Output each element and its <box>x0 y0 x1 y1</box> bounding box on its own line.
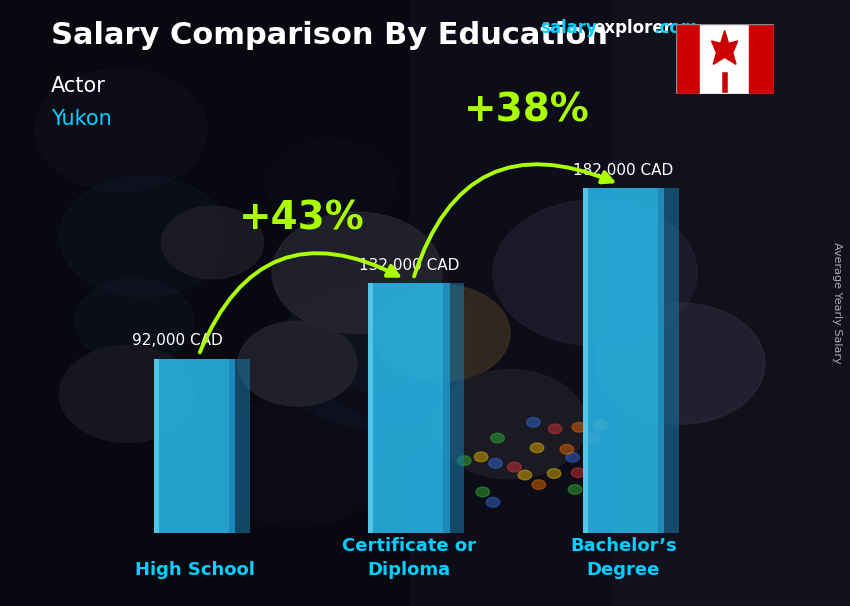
Text: 132,000 CAD: 132,000 CAD <box>359 258 459 273</box>
Text: Bachelor’s
Degree: Bachelor’s Degree <box>570 538 677 579</box>
Circle shape <box>374 285 510 382</box>
Circle shape <box>207 397 388 526</box>
Circle shape <box>595 303 765 424</box>
Circle shape <box>571 468 585 478</box>
Circle shape <box>490 433 504 443</box>
Text: +38%: +38% <box>464 92 590 130</box>
Circle shape <box>593 420 607 430</box>
Text: Salary Comparison By Education: Salary Comparison By Education <box>51 21 608 50</box>
Circle shape <box>518 470 531 480</box>
FancyBboxPatch shape <box>154 359 235 533</box>
Circle shape <box>289 259 473 391</box>
Circle shape <box>507 462 521 472</box>
Circle shape <box>60 345 196 442</box>
FancyBboxPatch shape <box>582 188 587 533</box>
Bar <box>676 24 700 94</box>
Circle shape <box>238 321 357 406</box>
Circle shape <box>275 285 475 427</box>
FancyBboxPatch shape <box>154 359 159 533</box>
Circle shape <box>586 434 599 444</box>
FancyBboxPatch shape <box>229 359 235 533</box>
Text: .com: .com <box>653 19 698 38</box>
FancyBboxPatch shape <box>368 283 373 533</box>
Circle shape <box>568 485 581 494</box>
Circle shape <box>272 212 442 333</box>
Circle shape <box>548 424 562 434</box>
Circle shape <box>572 422 586 432</box>
FancyBboxPatch shape <box>582 188 664 533</box>
Polygon shape <box>235 359 250 533</box>
Text: Yukon: Yukon <box>51 109 111 129</box>
Circle shape <box>486 498 500 507</box>
Text: 92,000 CAD: 92,000 CAD <box>132 333 223 348</box>
Circle shape <box>60 176 229 297</box>
Circle shape <box>75 279 193 363</box>
Circle shape <box>35 69 207 191</box>
Bar <box>612 0 850 606</box>
Bar <box>700 24 749 94</box>
Circle shape <box>162 206 264 279</box>
Text: salary: salary <box>540 19 597 38</box>
Circle shape <box>547 468 561 478</box>
Circle shape <box>476 487 490 497</box>
Text: Actor: Actor <box>51 76 106 96</box>
FancyBboxPatch shape <box>443 283 450 533</box>
Polygon shape <box>664 188 679 533</box>
Text: High School: High School <box>134 561 254 579</box>
Bar <box>749 24 774 94</box>
FancyBboxPatch shape <box>368 283 450 533</box>
Text: 182,000 CAD: 182,000 CAD <box>573 163 673 178</box>
Text: explorer: explorer <box>593 19 672 38</box>
Circle shape <box>530 443 544 453</box>
Polygon shape <box>450 283 464 533</box>
Circle shape <box>489 459 502 468</box>
Circle shape <box>474 452 488 462</box>
Circle shape <box>434 370 586 479</box>
Text: Average Yearly Salary: Average Yearly Salary <box>832 242 842 364</box>
Text: Certificate or
Diploma: Certificate or Diploma <box>342 538 476 579</box>
Circle shape <box>532 480 546 490</box>
FancyBboxPatch shape <box>0 0 408 606</box>
Circle shape <box>526 418 540 427</box>
Circle shape <box>560 444 574 454</box>
FancyBboxPatch shape <box>658 188 664 533</box>
Circle shape <box>566 453 580 462</box>
Circle shape <box>457 456 471 465</box>
Text: +43%: +43% <box>239 200 365 238</box>
Circle shape <box>493 200 697 345</box>
Polygon shape <box>711 30 738 64</box>
